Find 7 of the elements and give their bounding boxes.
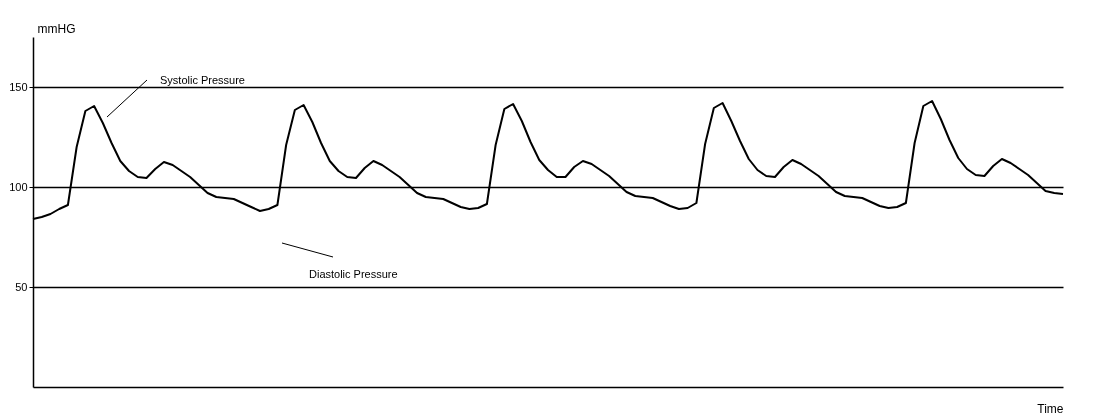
- y-tick-label: 50: [15, 280, 28, 293]
- x-axis-title: Time: [1037, 401, 1064, 416]
- y-tick-label: 100: [9, 180, 28, 193]
- annotation: Systolic Pressure: [160, 74, 245, 86]
- y-axis-title: mmHG: [37, 21, 76, 36]
- y-tick-label: 150: [9, 80, 28, 93]
- annotation: Diastolic Pressure: [309, 268, 398, 280]
